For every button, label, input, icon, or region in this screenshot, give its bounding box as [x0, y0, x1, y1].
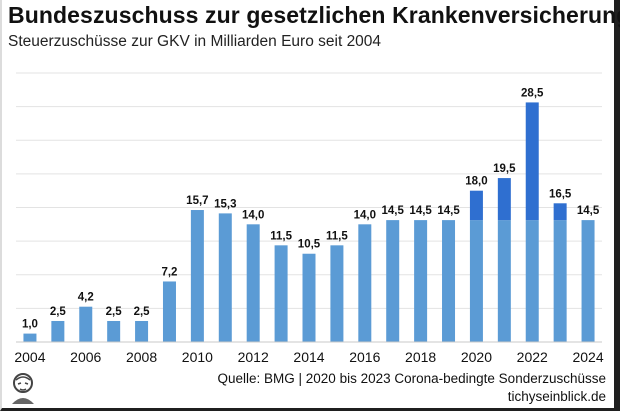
tichys-einblick-logo-icon — [12, 373, 34, 404]
bar-extra-2022 — [525, 102, 539, 221]
bar-extra-2020 — [469, 190, 483, 221]
chart-subtitle: Steuerzuschüsse zur GKV in Milliarden Eu… — [8, 33, 382, 50]
value-label-2020: 18,0 — [465, 176, 487, 188]
value-label-2024: 14,5 — [577, 205, 600, 217]
value-label-2012: 14,0 — [242, 209, 264, 221]
value-label-2006: 4,2 — [78, 292, 94, 304]
bar-2019 — [442, 220, 456, 342]
value-label-2016: 14,0 — [354, 209, 376, 221]
value-label-2013: 11,5 — [270, 230, 292, 242]
bar-2017 — [386, 220, 400, 342]
x-tick-label-2020: 2020 — [461, 349, 492, 365]
value-label-2008: 2,5 — [134, 306, 151, 318]
bar-2010 — [190, 210, 204, 342]
bar-2005 — [51, 320, 65, 342]
bar-extra-2021 — [497, 178, 511, 221]
bar-2014 — [302, 253, 316, 342]
value-label-2005: 2,5 — [50, 306, 67, 318]
x-tick-label-2022: 2022 — [517, 349, 548, 365]
value-label-2004: 1,0 — [22, 319, 38, 331]
chart-title: Bundeszuschuss zur gesetzlichen Krankenv… — [8, 2, 620, 28]
value-label-2019: 14,5 — [437, 205, 460, 217]
bar-2020 — [469, 220, 483, 342]
bar-2021 — [497, 220, 511, 342]
value-label-2014: 10,5 — [298, 239, 321, 251]
bar-2018 — [414, 220, 428, 342]
x-tick-label-2004: 2004 — [14, 349, 45, 365]
value-label-2010: 15,7 — [186, 195, 208, 207]
value-label-2011: 15,3 — [214, 198, 236, 210]
x-tick-label-2006: 2006 — [70, 349, 101, 365]
x-tick-label-2008: 2008 — [126, 349, 157, 365]
bar-extra-2023 — [553, 203, 567, 221]
value-label-2009: 7,2 — [161, 266, 177, 278]
source-note: Quelle: BMG | 2020 bis 2023 Corona-bedin… — [217, 371, 607, 386]
bar-2008 — [135, 320, 149, 342]
value-label-2021: 19,5 — [493, 163, 516, 175]
x-tick-label-2016: 2016 — [349, 349, 380, 365]
x-tick-label-2018: 2018 — [405, 349, 436, 365]
x-tick-label-2024: 2024 — [572, 349, 603, 365]
value-label-2022: 28,5 — [521, 87, 544, 99]
bar-2015 — [330, 245, 344, 342]
bar-2011 — [218, 213, 232, 342]
x-tick-label-2014: 2014 — [293, 349, 324, 365]
bar-2023 — [553, 220, 567, 342]
bar-2013 — [274, 245, 288, 342]
bar-2006 — [79, 306, 93, 342]
bar-2009 — [162, 281, 176, 342]
value-label-2015: 11,5 — [326, 230, 348, 242]
bar-2024 — [581, 220, 595, 342]
x-tick-label-2012: 2012 — [238, 349, 269, 365]
bar-2022 — [525, 220, 539, 342]
bar-2012 — [246, 224, 260, 342]
bar-2004 — [23, 333, 37, 342]
site-name: tichyseinblick.de — [507, 389, 606, 404]
value-label-2023: 16,5 — [549, 188, 572, 200]
bar-2007 — [107, 320, 121, 342]
value-label-2017: 14,5 — [382, 205, 405, 217]
value-label-2018: 14,5 — [409, 205, 432, 217]
x-tick-label-2010: 2010 — [182, 349, 213, 365]
value-label-2007: 2,5 — [106, 306, 123, 318]
bar-2016 — [358, 224, 372, 342]
